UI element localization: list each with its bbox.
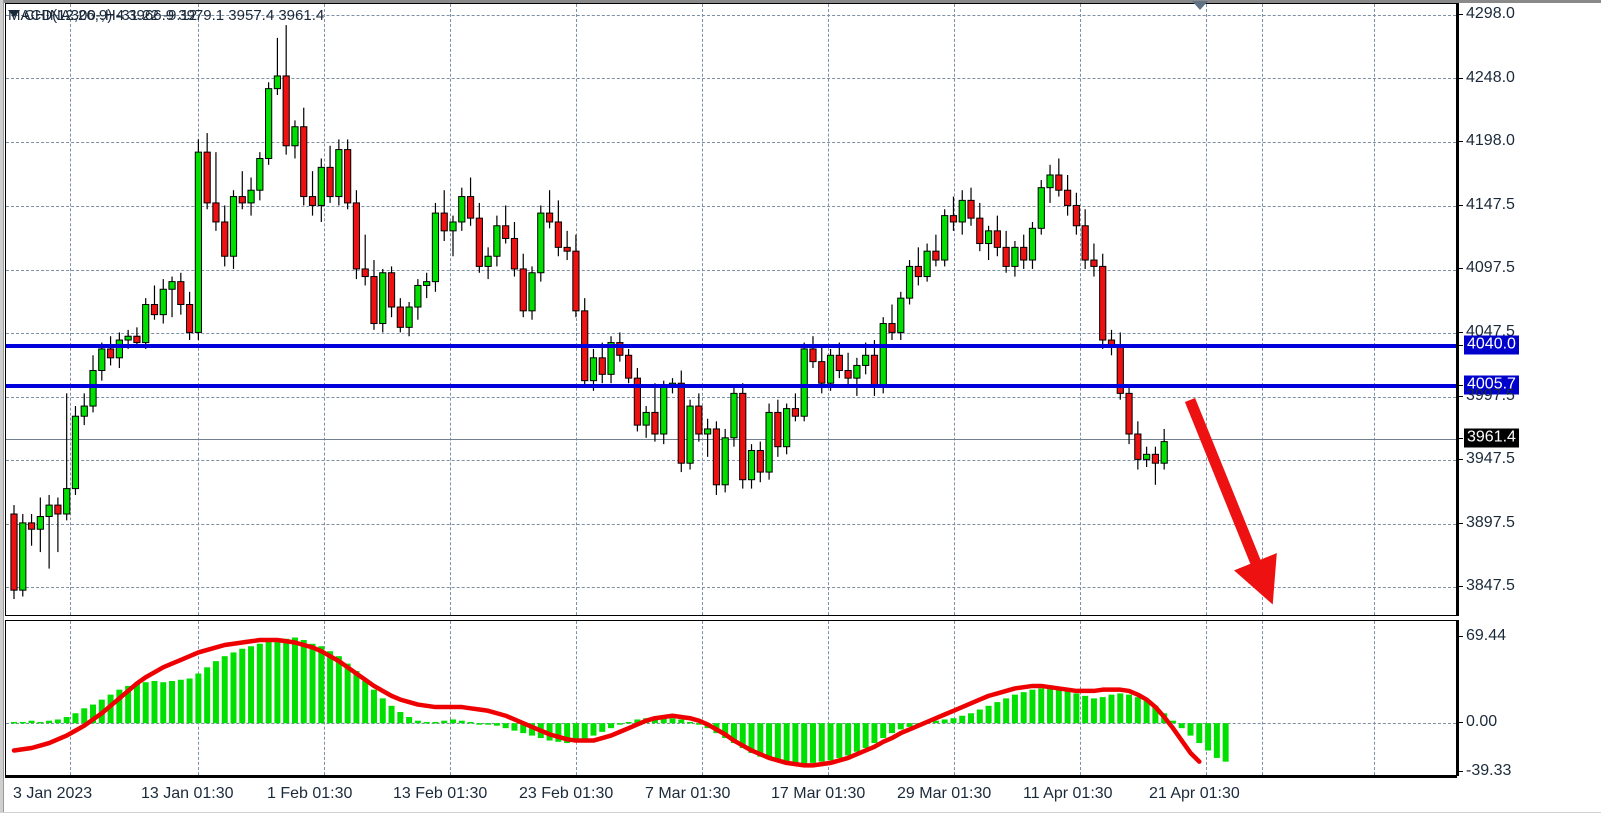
price-axis-label: 3997.5: [1466, 387, 1515, 404]
time-axis-label: 21 Apr 01:30: [1149, 785, 1240, 802]
price-axis-label: 4097.5: [1466, 259, 1515, 276]
time-axis-label: 13 Feb 01:30: [393, 785, 488, 802]
macd-axis-label: 0.00: [1466, 713, 1498, 730]
triangle-down-icon[interactable]: [8, 10, 20, 17]
macd-series: [11, 637, 1229, 768]
time-axis-label: 1 Feb 01:30: [267, 785, 353, 802]
window-top-border: [0, 0, 1601, 3]
support-resistance-line[interactable]: [6, 384, 1456, 388]
price-axis-tick: [1457, 332, 1463, 333]
price-axis-tick: [1457, 396, 1463, 397]
price-axis-label: 4298.0: [1466, 5, 1515, 22]
macd-axis-label: -39.33: [1466, 762, 1512, 779]
price-axis-tick: [1457, 586, 1463, 587]
price-axis-tick: [1457, 385, 1463, 386]
time-axis-label: 7 Mar 01:30: [645, 785, 731, 802]
support-resistance-line[interactable]: [6, 344, 1456, 348]
time-axis-label: 11 Apr 01:30: [1023, 785, 1113, 802]
macd-axis-scale[interactable]: 69.44 0.00 -39.33: [1457, 620, 1601, 779]
time-axis-label: 23 Feb 01:30: [519, 785, 614, 802]
price-axis-tick: [1457, 268, 1463, 269]
price-axis-label: 4147.5: [1466, 196, 1515, 213]
time-axis[interactable]: 3 Jan 2023 13 Jan 01:30 1 Feb 01:30 13 Feb …: [5, 776, 1457, 812]
price-axis-spine: [1457, 3, 1459, 616]
macd-axis-spine: [1457, 620, 1459, 776]
price-axis-label: 3947.5: [1466, 450, 1515, 467]
price-axis-tick: [1457, 438, 1463, 439]
price-axis-label: 4248.0: [1466, 69, 1515, 86]
price-axis-label: 4198.0: [1466, 132, 1515, 149]
time-axis-label: 29 Mar 01:30: [897, 785, 992, 802]
sr-price-tag[interactable]: 4005.7: [1464, 375, 1519, 395]
window-left-gutter: [0, 0, 4, 812]
macd-plot-area[interactable]: [6, 621, 1456, 775]
time-axis-label: 13 Jan 01:30: [141, 785, 234, 802]
macd-axis-tick: [1457, 636, 1463, 637]
price-axis-tick: [1457, 459, 1463, 460]
macd-axis-tick: [1457, 771, 1463, 772]
price-axis-tick: [1457, 345, 1463, 346]
macd-indicator-pane[interactable]: [5, 620, 1457, 776]
price-axis-label: 3847.5: [1466, 577, 1515, 594]
current-price-tag[interactable]: 3961.4: [1464, 428, 1519, 448]
price-axis-tick: [1457, 78, 1463, 79]
time-axis-label: 3 Jan 2023: [13, 785, 93, 802]
price-axis-scale[interactable]: 4298.0 4248.0 4198.0 4147.5 4097.5 4047.5 4040…: [1457, 3, 1601, 616]
current-price-line: [6, 439, 1456, 440]
window-bottom-border: [0, 812, 1601, 825]
sr-price-tag[interactable]: 4040.0: [1464, 335, 1519, 355]
price-axis-tick: [1457, 14, 1463, 15]
macd-axis-tick: [1457, 722, 1463, 723]
macd-axis-label: 69.44: [1466, 627, 1507, 644]
price-axis-label: 3897.5: [1466, 514, 1515, 531]
price-axis-tick: [1457, 205, 1463, 206]
macd-pane-header: MACD(12,26,9) -31.22 -9.12: [8, 7, 198, 24]
triangle-down-marker-icon: [1192, 1, 1208, 10]
price-axis-tick: [1457, 523, 1463, 524]
time-axis-label: 17 Mar 01:30: [771, 785, 866, 802]
price-axis-tick: [1457, 141, 1463, 142]
